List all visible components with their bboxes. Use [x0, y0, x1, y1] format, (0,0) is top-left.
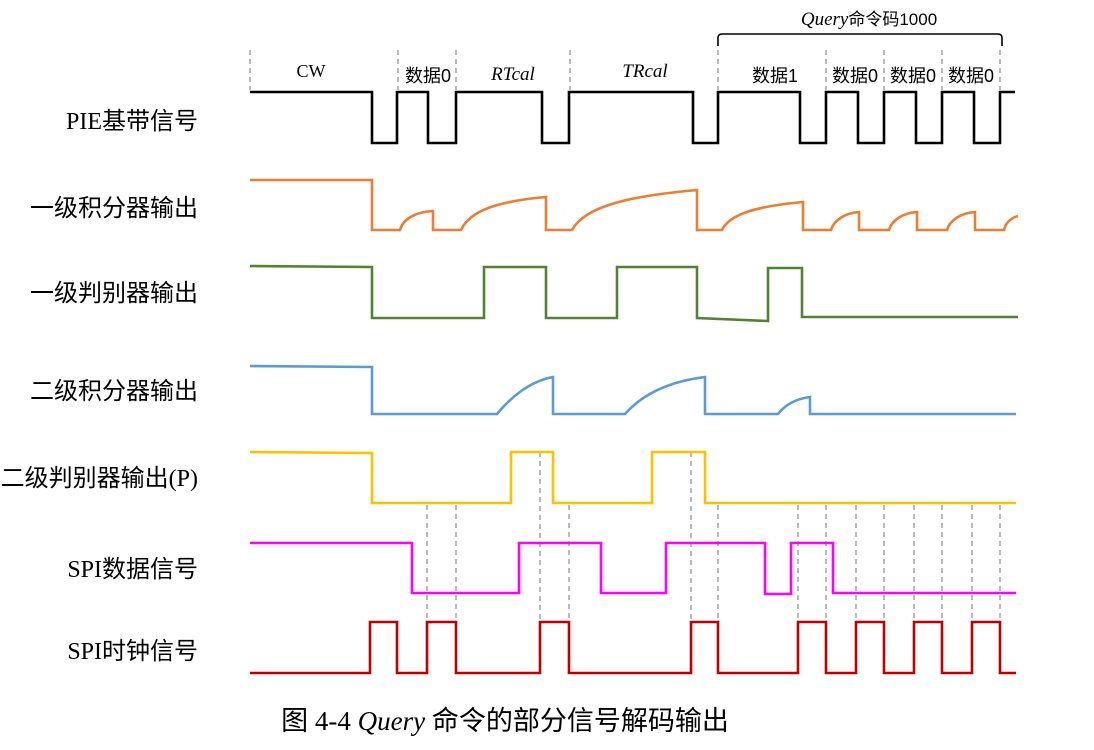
label-pie-baseband: PIE基带信号 [66, 108, 198, 135]
segment-label-data0: 数据0 [832, 66, 878, 86]
command-code-bracket [717, 33, 1003, 46]
segment-boundaries [249, 50, 1001, 90]
segment-label-data0: 数据0 [405, 66, 451, 86]
segment-label-data0: 数据0 [948, 66, 994, 86]
second-integrator-waveform [249, 364, 1016, 416]
alignment-guides [426, 452, 1001, 622]
command-code-text: 命令码1000 [848, 10, 937, 29]
segment-label-rtcal: RTcal [490, 64, 535, 85]
command-code-title: Query命令码1000 [801, 9, 937, 30]
segment-label-data0: 数据0 [890, 66, 936, 86]
signal-labels: PIE基带信号 一级积分器输出 一级判别器输出 二级积分器输出 二级判别器输出(… [1, 108, 198, 665]
first-integrator-waveform [250, 178, 1019, 232]
command-name: Query [801, 9, 849, 30]
label-spi-clock: SPI时钟信号 [67, 638, 198, 665]
label-spi-data: SPI数据信号 [67, 556, 198, 583]
command-code-header: Query命令码1000 [717, 9, 1003, 46]
segment-label-cw: CW [297, 61, 326, 81]
caption-prefix: 图 4-4 [281, 706, 358, 736]
label-second-integrator: 二级积分器输出 [30, 378, 198, 405]
second-discriminator-waveform [249, 450, 1016, 505]
caption-suffix: 命令的部分信号解码输出 [425, 706, 729, 736]
segment-label-trcal: TRcal [622, 61, 667, 82]
figure-caption: 图 4-4 Query 命令的部分信号解码输出 [281, 706, 729, 736]
label-first-integrator: 一级积分器输出 [30, 195, 198, 222]
segment-labels: CW 数据0 RTcal TRcal 数据1 数据0 数据0 数据0 [297, 61, 995, 86]
spi-data-waveform [250, 541, 1016, 596]
first-discriminator-waveform [249, 264, 1018, 323]
pie-baseband-waveform [250, 90, 1015, 145]
segment-label-data1: 数据1 [752, 66, 798, 86]
waveforms [249, 90, 1019, 675]
label-second-discriminator: 二级判别器输出(P) [1, 465, 198, 492]
spi-clock-waveform [250, 620, 1016, 675]
caption-command-name: Query [358, 706, 425, 736]
label-first-discriminator: 一级判别器输出 [30, 280, 198, 307]
